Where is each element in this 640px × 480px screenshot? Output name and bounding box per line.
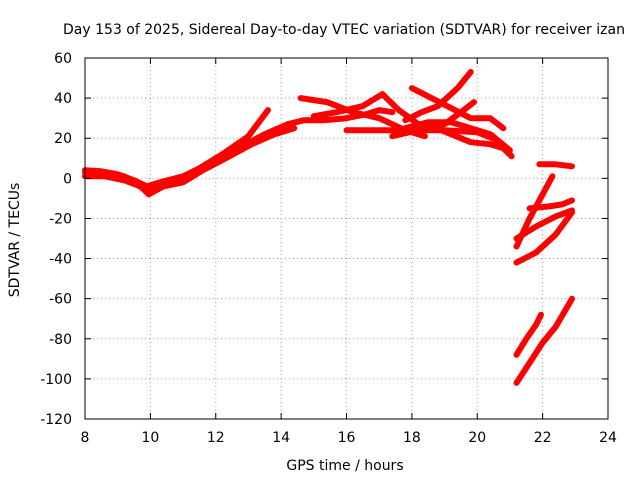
y-tick-label: 0 <box>63 171 72 187</box>
x-tick-label: 14 <box>272 430 290 446</box>
series-layer <box>82 69 575 386</box>
series-aft-h <box>402 119 513 154</box>
series-morning-upper <box>82 107 271 190</box>
y-tick-label: -80 <box>49 332 72 348</box>
series-late-3 <box>513 207 575 242</box>
series-late-4 <box>513 209 575 266</box>
y-tick-label: -120 <box>40 412 72 428</box>
x-tick-label: 18 <box>403 430 421 446</box>
y-tick-label: -60 <box>49 292 72 308</box>
series-late-6 <box>513 295 575 386</box>
x-tick-label: 20 <box>468 430 486 446</box>
y-tick-label: 60 <box>54 51 72 67</box>
x-axis-label: GPS time / hours <box>286 458 403 474</box>
x-tick-label: 22 <box>534 430 552 446</box>
y-tick-label: 40 <box>54 91 72 107</box>
y-tick-label: -40 <box>49 252 72 268</box>
x-tick-label: 16 <box>338 430 356 446</box>
x-tick-label: 24 <box>599 430 617 446</box>
series-late-flat <box>536 161 575 170</box>
x-tick-label: 10 <box>141 430 159 446</box>
y-tick-label: 20 <box>54 131 72 147</box>
series-late-2 <box>526 197 575 212</box>
y-axis-label: SDTVAR / TECUs <box>7 183 23 298</box>
x-tick-label: 12 <box>207 430 225 446</box>
series-aft-e <box>402 69 474 124</box>
series-late-5 <box>513 311 544 358</box>
y-tick-label: -100 <box>40 372 72 388</box>
tick-layer: 8 10 12 14 16 18 20 22 24 -120 -100 -80 -60 -40 -20 0 20… <box>40 51 617 446</box>
x-tick-label: 8 <box>81 430 90 446</box>
y-tick-label: -20 <box>49 211 72 227</box>
chart-title: Day 153 of 2025, Sidereal Day-to-day VTE… <box>63 22 625 38</box>
series-morning-lower <box>82 125 298 198</box>
series-aft-f <box>408 85 507 132</box>
